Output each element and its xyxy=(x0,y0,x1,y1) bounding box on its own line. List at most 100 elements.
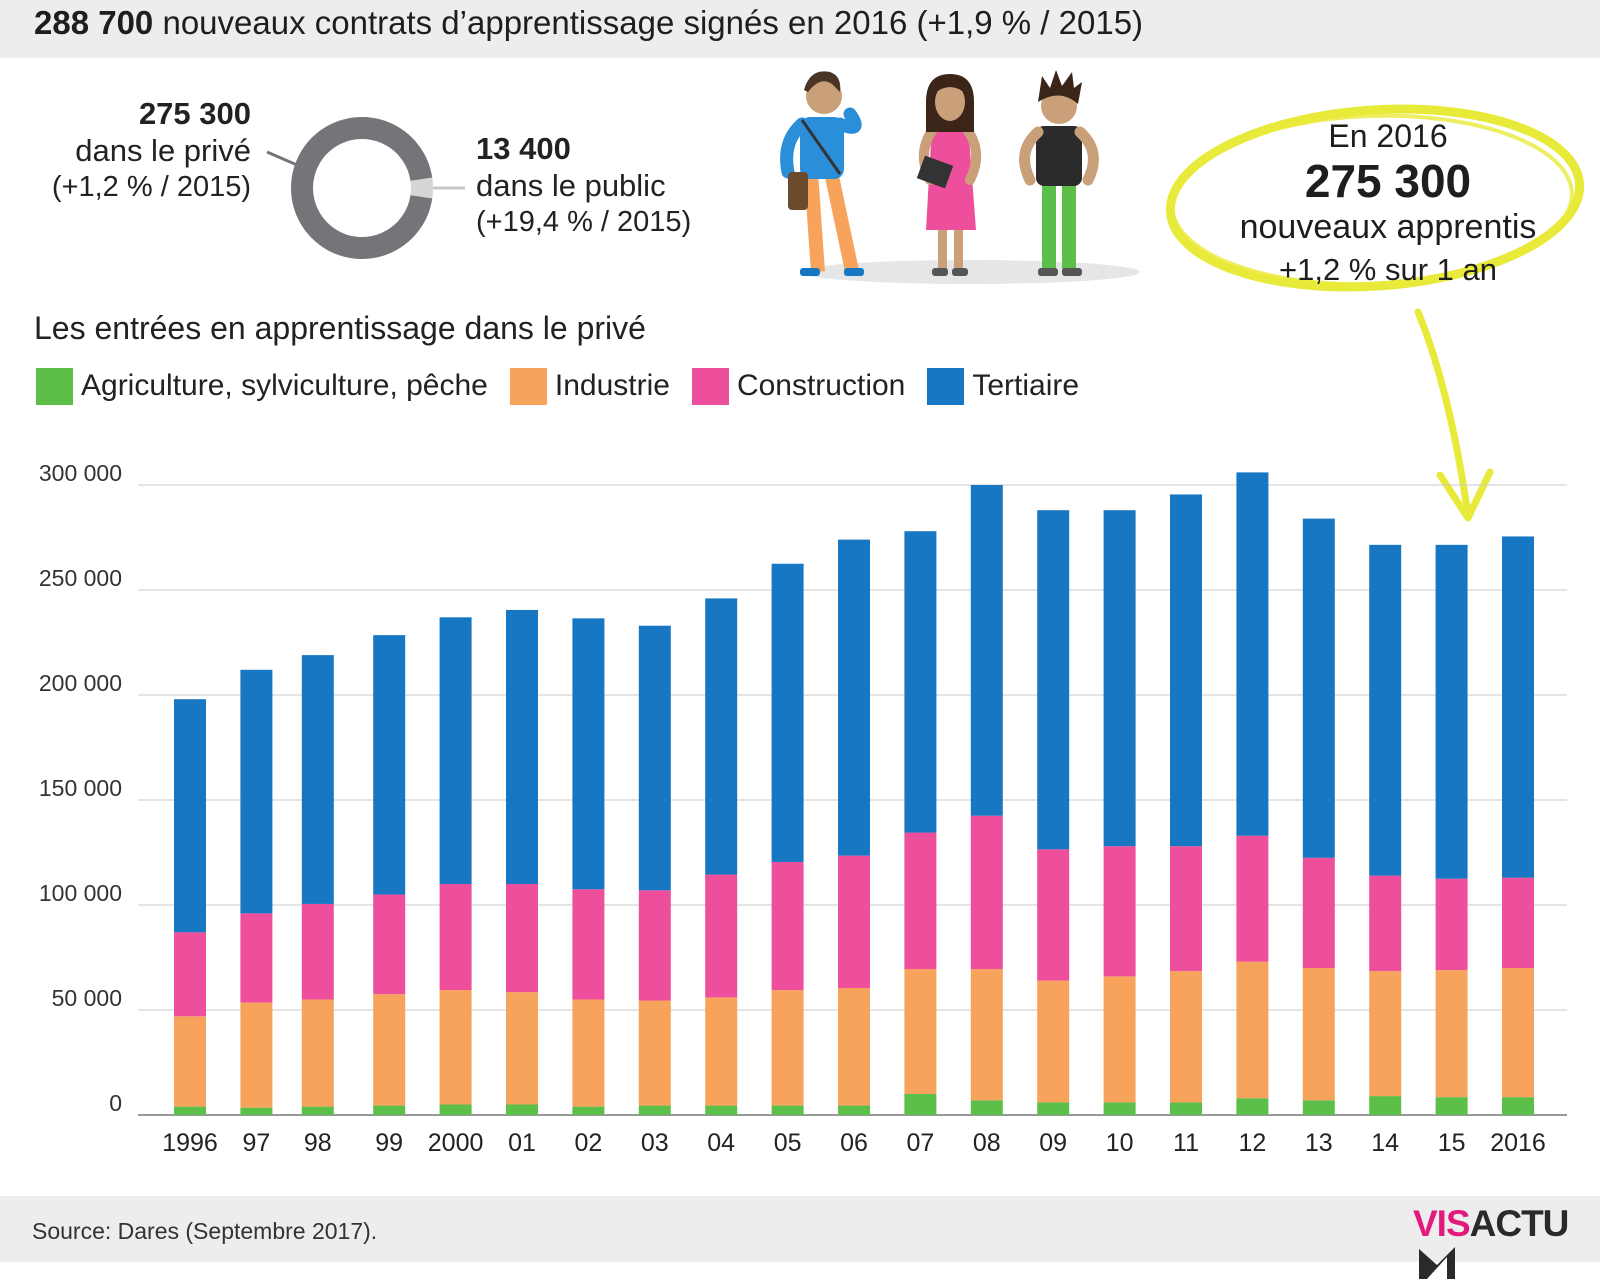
donut-ring xyxy=(291,117,433,259)
x-tick-label: 11 xyxy=(1173,1129,1199,1157)
x-tick-label: 10 xyxy=(1106,1129,1134,1157)
bar-segment xyxy=(705,598,738,875)
bar-segment xyxy=(1502,1097,1534,1115)
highlight-label: nouveaux apprentis xyxy=(1239,208,1537,246)
title-total: 288 700 xyxy=(34,4,154,41)
bar-segment xyxy=(240,913,273,1003)
bar-segment xyxy=(970,815,1003,970)
bar-segment xyxy=(506,884,538,993)
x-tick-label: 99 xyxy=(375,1129,403,1157)
bar-segment xyxy=(1170,971,1202,1103)
bar-segment xyxy=(1369,1096,1402,1115)
bar-segment xyxy=(1236,472,1269,836)
bar-segment xyxy=(1037,510,1070,850)
bar-segment xyxy=(1435,878,1468,971)
highlight-arrowhead xyxy=(1436,468,1494,522)
y-tick-label: 250 000 xyxy=(39,565,122,591)
bar-segment xyxy=(1103,510,1136,847)
bar-segment xyxy=(373,994,406,1106)
bar-segment xyxy=(1170,1102,1202,1115)
bar-segment xyxy=(572,618,605,890)
x-tick-label: 15 xyxy=(1438,1129,1466,1157)
private-label: dans le privé xyxy=(75,133,251,168)
x-tick-label: 07 xyxy=(906,1129,934,1157)
bar-segment xyxy=(1302,968,1335,1101)
bar-segment xyxy=(904,832,937,970)
source-text: Source: Dares (Septembre 2017). xyxy=(32,1218,378,1244)
bar-segment xyxy=(240,1107,273,1115)
bar-segment xyxy=(174,699,206,933)
logo-part-1: VIS xyxy=(1413,1203,1471,1244)
bar-segment xyxy=(904,969,937,1094)
bar-segment xyxy=(1435,544,1468,879)
legend-item-industrie: Industrie xyxy=(509,367,670,405)
private-leader-line xyxy=(266,150,298,167)
bar-segment xyxy=(506,1104,538,1115)
bar-segment xyxy=(771,1105,804,1115)
bar-segment xyxy=(174,1106,206,1115)
bar-segment xyxy=(705,874,738,998)
y-tick-label: 0 xyxy=(109,1090,122,1116)
bar-segment xyxy=(439,990,472,1105)
highlight-circle xyxy=(1165,104,1585,292)
x-tick-label: 04 xyxy=(707,1129,735,1157)
legend-swatch xyxy=(509,367,547,405)
bar-segment xyxy=(439,1104,472,1115)
donut-chart xyxy=(266,117,465,259)
page-title: 288 700 nouveaux contrats d’apprentissag… xyxy=(34,4,1143,42)
x-tick-label: 08 xyxy=(973,1129,1001,1157)
x-tick-label: 2000 xyxy=(428,1129,484,1157)
bar-segment xyxy=(1369,971,1402,1097)
y-tick-label: 300 000 xyxy=(39,460,122,486)
bar-segment xyxy=(572,1106,605,1115)
bar-segment xyxy=(439,617,472,884)
legend-label: Construction xyxy=(736,369,906,402)
bar-segment xyxy=(1037,1102,1070,1115)
private-change: (+1,2 % / 2015) xyxy=(51,171,251,203)
bar-segment xyxy=(1435,970,1468,1098)
bar-segment xyxy=(301,655,334,904)
private-stat: 275 300 dans le privé (+1,2 % / 2015) xyxy=(0,95,251,206)
x-tick-label: 13 xyxy=(1305,1129,1333,1157)
highlight-change: +1,2 % sur 1 an xyxy=(1279,252,1497,287)
highlight-text: En 2016 275 300 nouveaux apprentis +1,2 … xyxy=(1168,116,1600,292)
bar-segment xyxy=(838,855,870,988)
legend-swatch xyxy=(36,367,73,405)
bar-segment xyxy=(373,635,406,895)
public-value: 13 400 xyxy=(476,131,571,166)
x-tick-label: 97 xyxy=(242,1129,270,1157)
bar-segment xyxy=(174,1016,206,1107)
bar-segment xyxy=(970,1100,1003,1115)
bar-segment xyxy=(506,992,538,1105)
title-text: nouveaux contrats d’apprentissage signés… xyxy=(153,4,1144,41)
bar-segment xyxy=(1103,846,1136,977)
bar-segment xyxy=(373,1105,406,1115)
public-label: dans le public xyxy=(476,168,666,203)
stacked-bar-chart: 0 50 000 100 000 150 000 200 000 250 000 300 0… xyxy=(39,460,1567,1157)
bar-segment xyxy=(1236,961,1269,1099)
bar-segment xyxy=(1502,968,1534,1098)
bar-segment xyxy=(638,1000,671,1106)
bar-segment xyxy=(1037,849,1070,981)
bar-segment xyxy=(638,625,671,891)
bar-segment xyxy=(705,1105,738,1115)
bar-segment xyxy=(301,903,334,1000)
bar-segment xyxy=(301,1106,334,1115)
legend-label: Tertiaire xyxy=(972,369,1080,402)
bar-segment xyxy=(838,987,870,1106)
bar-segment xyxy=(240,669,273,914)
x-tick-label: 06 xyxy=(840,1129,868,1157)
bar-segment xyxy=(1236,835,1269,962)
legend-label: Industrie xyxy=(554,369,670,402)
x-tick-label: 98 xyxy=(304,1129,332,1157)
bar-segment xyxy=(638,1105,671,1115)
highlight-circle-inner xyxy=(1170,113,1574,287)
highlight-scribble xyxy=(1165,104,1585,522)
bar-segment xyxy=(1369,875,1402,972)
bar-segment xyxy=(1037,980,1070,1103)
bar-segment xyxy=(705,997,738,1106)
bar-segment xyxy=(1502,877,1534,968)
footer-bar xyxy=(0,1196,1600,1262)
bar-segment xyxy=(1435,1097,1468,1115)
bar-segment xyxy=(970,485,1003,816)
